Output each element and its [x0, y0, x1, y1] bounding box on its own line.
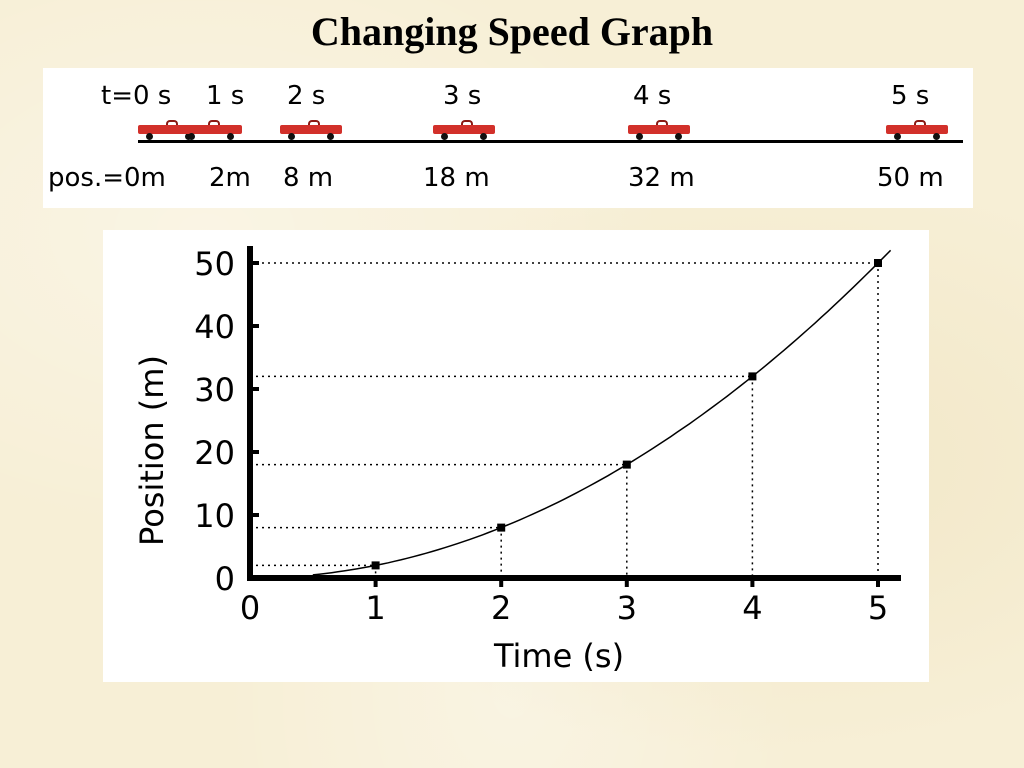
x-axis-title: Time (s): [493, 637, 624, 675]
series-curve: [312, 249, 892, 576]
x-tick-label: 3: [617, 589, 637, 627]
y-tick-label: 50: [194, 245, 235, 283]
time-label-0: t=0 s: [101, 81, 172, 111]
axis-ticks: [250, 261, 880, 587]
cart-t3: [433, 120, 495, 141]
position-label-4: 32 m: [628, 163, 695, 193]
data-points: [371, 259, 882, 570]
position-label-1: 2m: [209, 163, 251, 193]
position-label-0: pos.=0m: [48, 163, 166, 193]
cart-t1: [180, 120, 242, 141]
track-line: [138, 140, 963, 143]
time-label-4: 4 s: [633, 81, 672, 111]
data-point: [874, 259, 882, 267]
x-tick-label: 0: [240, 589, 260, 627]
data-point: [622, 460, 631, 469]
time-label-2: 2 s: [287, 81, 326, 111]
y-tick-label: 0: [215, 560, 235, 598]
x-tick-label: 4: [742, 589, 762, 627]
slide-title: Changing Speed Graph: [310, 9, 714, 54]
y-tick-label: 20: [194, 434, 235, 472]
x-tick-label: 5: [868, 589, 888, 627]
time-label-1: 1 s: [206, 81, 245, 111]
x-tick-label: 2: [491, 589, 511, 627]
cart-t2: [280, 120, 342, 141]
position-label-2: 8 m: [283, 163, 334, 193]
y-tick-label: 10: [194, 497, 235, 535]
motion-diagram: t=0 s 1 s 2 s 3 s 4 s 5 s pos.=0m 2m 8 m…: [43, 68, 973, 208]
time-label-5: 5 s: [891, 81, 930, 111]
position-label-3: 18 m: [423, 163, 490, 193]
position-label-5: 50 m: [877, 163, 944, 193]
y-tick-label: 40: [194, 308, 235, 346]
data-point: [748, 372, 757, 381]
guide-lines: [250, 262, 879, 578]
cart-t5: [886, 120, 948, 141]
cart-t4: [628, 120, 690, 141]
position-time-chart: 0 1 2 3 4 5 0 10 20 30 40 50 Time (s) Position (m): [103, 230, 929, 682]
y-tick-label: 30: [194, 371, 235, 409]
data-point: [497, 523, 506, 532]
data-point: [371, 561, 380, 570]
y-axis-title: Position (m): [133, 355, 171, 546]
time-label-3: 3 s: [443, 81, 482, 111]
x-tick-label: 1: [365, 589, 385, 627]
